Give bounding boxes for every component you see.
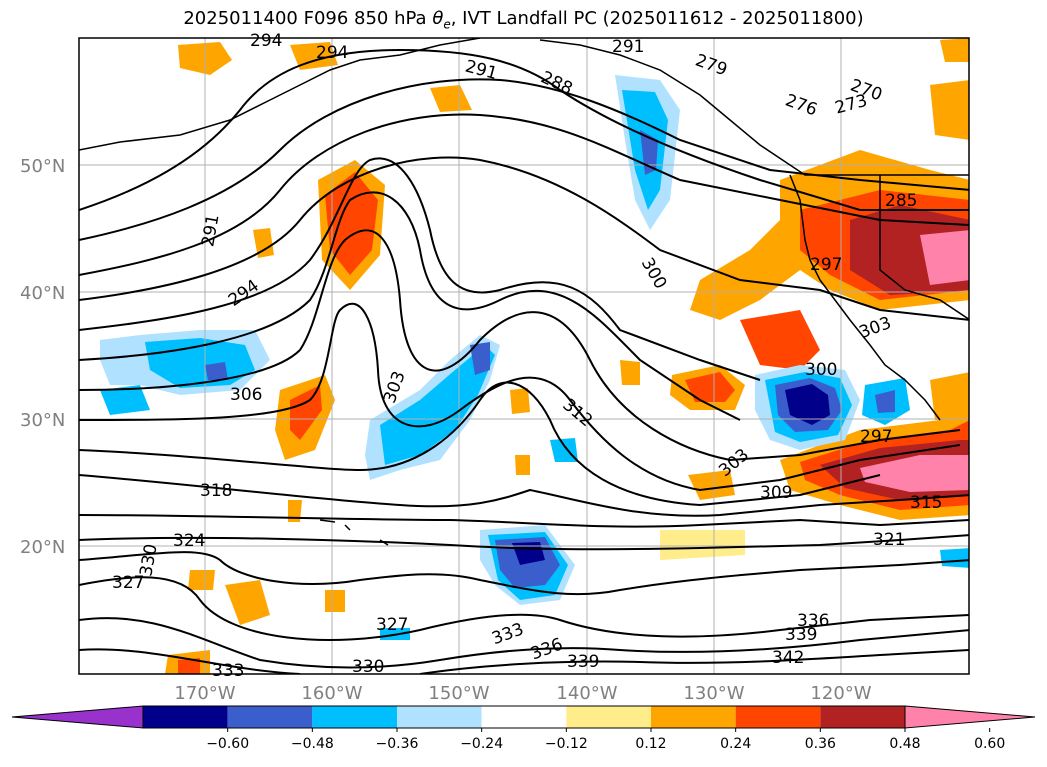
colorbar-tick-label: 0.24	[720, 736, 751, 752]
coastlines	[79, 38, 969, 546]
contour-label: 291	[612, 37, 644, 57]
contour-label: 336	[797, 611, 829, 631]
ivt-negative-region	[100, 385, 150, 415]
ivt-negative-region	[550, 438, 578, 462]
ivt-positive-region	[290, 42, 338, 70]
colorbar-extend-high	[904, 705, 1036, 729]
contour-label: 297	[860, 427, 892, 447]
ivt-positive-region	[940, 38, 969, 62]
ivt-positive-region	[740, 310, 820, 370]
lat-label: 30°N	[20, 410, 65, 431]
chart-title: 2025011400 F096 850 hPa θe, IVT Landfall…	[183, 8, 864, 32]
colorbar-tick-label: 0.12	[635, 736, 666, 752]
ivt-positive-region	[660, 530, 745, 560]
ivt-positive-region	[685, 372, 735, 402]
colorbar-tick-label: −0.24	[460, 736, 503, 752]
lon-label: 140°W	[556, 683, 617, 704]
colorbar-box	[397, 706, 482, 728]
colorbar-tick-label: −0.60	[206, 736, 249, 752]
lon-label: 130°W	[683, 683, 744, 704]
contour-label: 333	[212, 661, 244, 681]
colorbar-box	[312, 706, 397, 728]
contour-label: 330	[352, 657, 384, 677]
colorbar-extend-low	[11, 705, 144, 729]
colorbar-box	[820, 706, 905, 728]
ivt-positive-region	[225, 580, 270, 625]
contour-label: 297	[810, 255, 842, 275]
ivt-positive-region	[620, 360, 640, 385]
contour-label: 339	[567, 652, 599, 672]
lon-label: 160°W	[301, 683, 362, 704]
ivt-positive-region	[920, 230, 969, 285]
ivt-positive-region	[325, 590, 345, 612]
ivt-negative-region	[940, 548, 969, 568]
ivt-positive-region	[930, 80, 969, 140]
colorbar-box	[143, 706, 228, 728]
contour-label: 324	[173, 531, 205, 551]
colorbar-box	[566, 706, 651, 728]
ivt-positive-region	[430, 85, 472, 112]
lat-label: 50°N	[20, 156, 65, 177]
colorbar-box	[735, 706, 821, 728]
lat-label: 20°N	[20, 537, 65, 558]
ivt-positive-region	[860, 455, 969, 492]
ivt-positive-region	[178, 658, 200, 674]
ivt-positive-region	[515, 455, 530, 475]
ivt-positive-region	[188, 570, 215, 590]
ivt-positive-region	[510, 388, 530, 414]
ivt-negative-region	[785, 384, 830, 425]
colorbar-box	[651, 706, 736, 728]
contour-label: 309	[760, 483, 792, 503]
contour-label: 327	[376, 615, 408, 635]
colorbar-tick-label: 0.60	[974, 736, 1005, 752]
ivt-positive-region	[253, 228, 274, 258]
contour-label: 315	[910, 493, 942, 513]
contour-label: 342	[772, 648, 804, 668]
contour-label: 327	[112, 573, 144, 593]
colorbar-tick-label: 0.36	[805, 736, 836, 752]
ivt-positive-region	[288, 500, 302, 522]
contour-label: 306	[230, 385, 262, 405]
colorbar-tick-label: −0.48	[291, 736, 334, 752]
theta-e-contours	[79, 48, 969, 674]
contour-label: 318	[200, 481, 232, 501]
contour-label: 294	[250, 31, 282, 51]
ivt-negative-region	[380, 345, 495, 465]
colorbar: −0.60 −0.48 −0.36 −0.24 −0.12 0.12 0.24 0.36 0.4…	[11, 705, 1036, 752]
colorbar-tick-label: −0.12	[545, 736, 588, 752]
contour-label: 339	[785, 625, 817, 645]
map-frame	[78, 37, 970, 675]
contour-label: 300	[805, 360, 837, 380]
ivt-negative-region	[470, 342, 490, 375]
ivt-positive-region	[290, 385, 322, 440]
contour-label: 285	[885, 191, 917, 211]
lon-label: 150°W	[428, 683, 489, 704]
colorbar-frame	[142, 705, 906, 729]
ivt-positive-region	[930, 372, 969, 420]
ivt-negative-region	[205, 362, 228, 380]
colorbar-box	[481, 706, 567, 728]
ivt-negative-region	[875, 390, 895, 413]
contour-label: 321	[873, 530, 905, 550]
lon-label: 120°W	[810, 683, 871, 704]
lon-label: 170°W	[174, 683, 235, 704]
colorbar-box	[227, 706, 313, 728]
colorbar-tick-label: 0.48	[889, 736, 920, 752]
lat-label: 40°N	[20, 283, 65, 304]
ivt-positive-region	[688, 470, 735, 500]
colorbar-tick-label: −0.36	[376, 736, 419, 752]
contour-label: 294	[316, 43, 348, 63]
